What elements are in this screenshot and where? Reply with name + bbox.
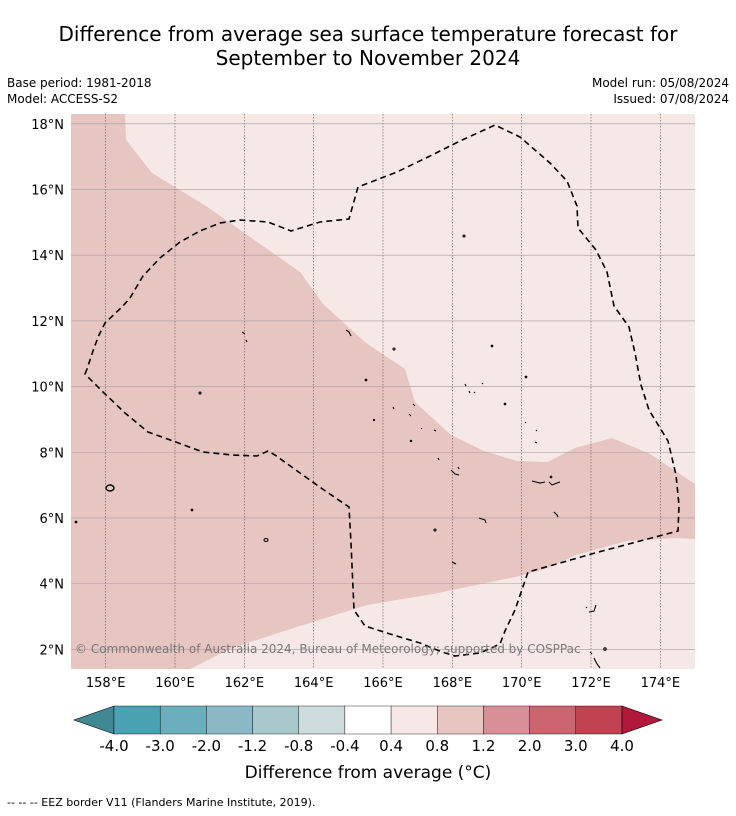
eez-legend-note: -- -- -- EEZ border V11 (Flanders Marine… [7,796,316,809]
colorbar-tick-label: -1.2 [238,737,267,755]
island [198,391,202,395]
island [392,347,396,351]
island [105,484,115,492]
longitude-tick-labels: 158°E 160°E 162°E 164°E 166°E 168°E 170°E 172°E… [86,676,680,691]
colorbar-segment [575,705,623,735]
colorbar-segment [298,705,346,735]
meta-right: Model run: 05/08/2024 Issued: 07/08/2024 [592,75,729,107]
colorbar-segment [206,705,253,735]
model-run-text: Model run: 05/08/2024 [591,76,729,90]
colorbar-tick-label: -2.0 [192,737,221,755]
island [364,378,368,382]
latitude-tick-label: 2°N [40,643,65,658]
model-text: Model: ACCESS-S2 [7,92,119,106]
latitude-tick-label: 14°N [31,249,64,264]
island [451,561,457,565]
island [478,517,487,524]
island [549,475,553,479]
colorbar-tick-label: 4.0 [610,737,634,755]
island [531,480,561,486]
island [603,647,607,651]
longitude-tick-label: 174°E [641,676,681,691]
island [433,429,440,461]
latitude-tick-label: 12°N [31,315,64,330]
colorbar-segment [344,705,392,735]
base-period-text: Base period: 1981-2018 [7,76,152,90]
title-line-2: September to November 2024 [215,46,521,70]
latitude-tick-label: 16°N [31,184,64,199]
island [345,329,352,337]
grid-lines [71,114,695,669]
colorbar-tick-labels: -4.0 -3.0 -2.0 -1.2 -0.8 -0.4 0.4 0.8 1.2 2.0 3.0 4… [99,737,634,755]
title-line-1: Difference from average sea surface temp… [58,22,678,46]
latitude-tick-labels: 18°N 16°N 14°N 12°N 10°N 8°N 6°N 4°N 2°N [31,118,64,658]
colorbar-tick-label: -0.4 [330,737,359,755]
longitude-tick-label: 158°E [86,676,126,691]
latitude-tick-label: 8°N [40,446,65,461]
island [462,234,466,238]
colorbar-segment [113,705,161,735]
longitude-tick-label: 166°E [363,676,403,691]
colorbar-label: Difference from average (°C) [244,763,492,783]
latitude-tick-label: 18°N [31,118,64,133]
colorbar [73,705,663,735]
colorbar-tick-label: -4.0 [99,737,128,755]
island [524,375,528,379]
eez-border [84,124,680,657]
issued-text: Issued: 07/08/2024 [613,92,729,106]
longitude-tick-label: 160°E [155,676,195,691]
island [464,382,484,394]
island [433,528,437,532]
colorbar-tick-label: 0.4 [379,737,403,755]
map-title: Difference from average sea surface temp… [0,22,736,70]
island [553,511,559,518]
island [190,508,194,512]
latitude-tick-label: 4°N [40,578,65,593]
colorbar-tick-label: -0.8 [284,737,313,755]
island [241,331,248,343]
longitude-tick-label: 162°E [225,676,265,691]
island [450,466,460,476]
island [503,402,507,406]
island [392,403,423,430]
colorbar-extend-high [621,705,663,735]
island [589,651,601,669]
colorbar-tick-label: -3.0 [146,737,175,755]
island [490,344,494,348]
island [372,418,376,422]
colorbar-segment [390,705,438,735]
island [524,421,538,444]
island [409,439,413,443]
copyright-text: © Commonwealth of Australia 2024, Bureau… [75,642,581,656]
latitude-tick-label: 6°N [40,512,65,527]
islands [74,234,607,669]
colorbar-tick-label: 0.8 [425,737,449,755]
colorbar-tick-label: 2.0 [518,737,542,755]
colorbar-tick-label: 1.2 [472,737,496,755]
island [263,537,269,543]
longitude-tick-label: 172°E [571,676,611,691]
colorbar-segment [529,705,577,735]
colorbar-segment [159,705,207,735]
longitude-tick-label: 168°E [433,676,473,691]
meta-left: Base period: 1981-2018 Model: ACCESS-S2 [7,75,152,107]
colorbar-extend-low [73,705,115,735]
longitude-tick-label: 164°E [294,676,334,691]
island [585,604,597,613]
longitude-tick-label: 170°E [502,676,542,691]
island [74,520,78,524]
colorbar-segment [437,705,484,735]
latitude-tick-label: 10°N [31,381,64,396]
colorbar-segment [252,705,299,735]
colorbar-segment [483,705,530,735]
colorbar-tick-label: 3.0 [564,737,588,755]
